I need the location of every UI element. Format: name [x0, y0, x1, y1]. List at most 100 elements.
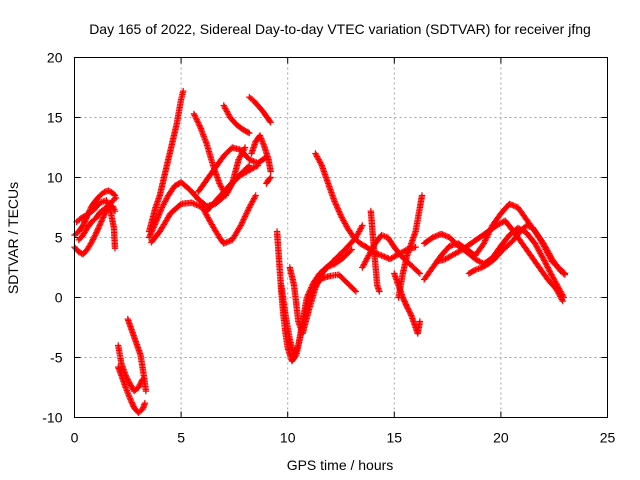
- data-point: [91, 232, 99, 239]
- data-point: [561, 270, 569, 277]
- data-point: [150, 224, 157, 231]
- x-tick-label: 15: [387, 430, 403, 446]
- data-point: [190, 110, 198, 118]
- data-point: [254, 162, 262, 169]
- y-axis-label: SDTVAR / TECUs: [5, 182, 21, 294]
- series-arc-q: [263, 174, 274, 187]
- series-arc-s: [278, 246, 355, 359]
- data-point: [246, 129, 253, 137]
- data-point: [91, 233, 98, 240]
- data-point: [545, 265, 552, 273]
- data-point: [94, 226, 101, 233]
- data-point: [191, 200, 199, 208]
- data-point: [241, 144, 249, 151]
- data-point: [306, 287, 314, 294]
- data-point: [145, 234, 153, 241]
- data-point: [401, 298, 408, 305]
- data-point: [546, 268, 554, 275]
- y-tick-labels: -10 -5 0 5 10 15 20: [42, 50, 62, 426]
- y-tick-label: -10: [42, 410, 62, 426]
- data-point: [267, 119, 274, 126]
- series-arc-ac: [465, 222, 569, 277]
- data-point: [546, 267, 553, 274]
- data-point: [243, 208, 251, 216]
- series-arc-ab: [433, 217, 566, 305]
- series-arc-g: [124, 315, 150, 395]
- data-point: [348, 246, 355, 253]
- x-tick-label: 10: [280, 430, 296, 446]
- data-point: [101, 210, 109, 217]
- data-point: [332, 199, 339, 207]
- data-point: [548, 271, 555, 278]
- data-point: [267, 174, 274, 181]
- data-point: [291, 350, 298, 357]
- data-point: [290, 351, 298, 359]
- data-point: [352, 288, 360, 295]
- data-point: [240, 216, 247, 223]
- data-point: [142, 387, 150, 395]
- data-point: [239, 219, 246, 226]
- y-tick-label: 0: [55, 290, 63, 306]
- series-arc-l: [194, 144, 270, 196]
- data-point: [480, 240, 488, 247]
- data-point: [314, 280, 321, 287]
- data-point: [313, 281, 320, 289]
- data-point: [540, 255, 547, 263]
- y-tick-label: 10: [47, 170, 63, 186]
- data-point: [129, 400, 136, 407]
- data-point: [482, 237, 489, 244]
- data-point: [542, 260, 549, 267]
- data-point: [331, 198, 338, 205]
- data-point: [241, 214, 248, 222]
- data-point: [547, 269, 554, 277]
- data-point: [111, 192, 119, 199]
- data-point: [151, 221, 159, 228]
- data-point: [127, 397, 135, 405]
- data-point: [400, 297, 408, 304]
- data-point: [239, 217, 247, 225]
- data-point: [100, 212, 107, 220]
- series-arc-n: [220, 102, 253, 137]
- series-arc-y: [395, 192, 426, 301]
- data-point: [315, 277, 322, 284]
- series-arc-e: [115, 342, 146, 395]
- data-point: [135, 382, 143, 390]
- data-point: [129, 401, 137, 409]
- data-point: [90, 234, 97, 242]
- data-point: [192, 115, 200, 122]
- x-tick-label: 5: [177, 430, 185, 446]
- series-arc-x: [391, 270, 424, 337]
- data-point: [195, 120, 203, 128]
- y-tick-label: 20: [47, 50, 63, 66]
- x-tick-labels: 0 5 10 15 20 25: [71, 430, 616, 446]
- data-point: [293, 345, 301, 352]
- data-point: [81, 219, 88, 226]
- data-point: [559, 297, 566, 305]
- data-point: [312, 283, 320, 290]
- data-point: [241, 213, 249, 220]
- series-arc-p: [248, 132, 274, 175]
- data-point: [89, 237, 96, 245]
- data-point: [147, 231, 154, 238]
- data-point: [333, 204, 341, 211]
- data-point: [95, 225, 102, 232]
- data-point: [148, 228, 155, 235]
- data-point: [237, 222, 244, 229]
- data-point: [314, 278, 322, 286]
- data-point: [558, 296, 566, 303]
- data-point: [332, 201, 340, 208]
- data-point: [335, 206, 342, 214]
- series-arc-d: [73, 197, 119, 252]
- data-point: [98, 216, 106, 224]
- series-arc-w: [367, 207, 383, 295]
- data-point: [541, 257, 548, 264]
- data-point: [403, 303, 411, 311]
- data-point: [402, 299, 409, 307]
- data-point: [470, 267, 478, 274]
- data-point: [101, 211, 108, 218]
- data-point: [95, 223, 103, 231]
- data-point: [128, 399, 135, 406]
- data-point: [96, 221, 104, 228]
- data-point: [316, 276, 323, 283]
- data-point: [98, 218, 105, 225]
